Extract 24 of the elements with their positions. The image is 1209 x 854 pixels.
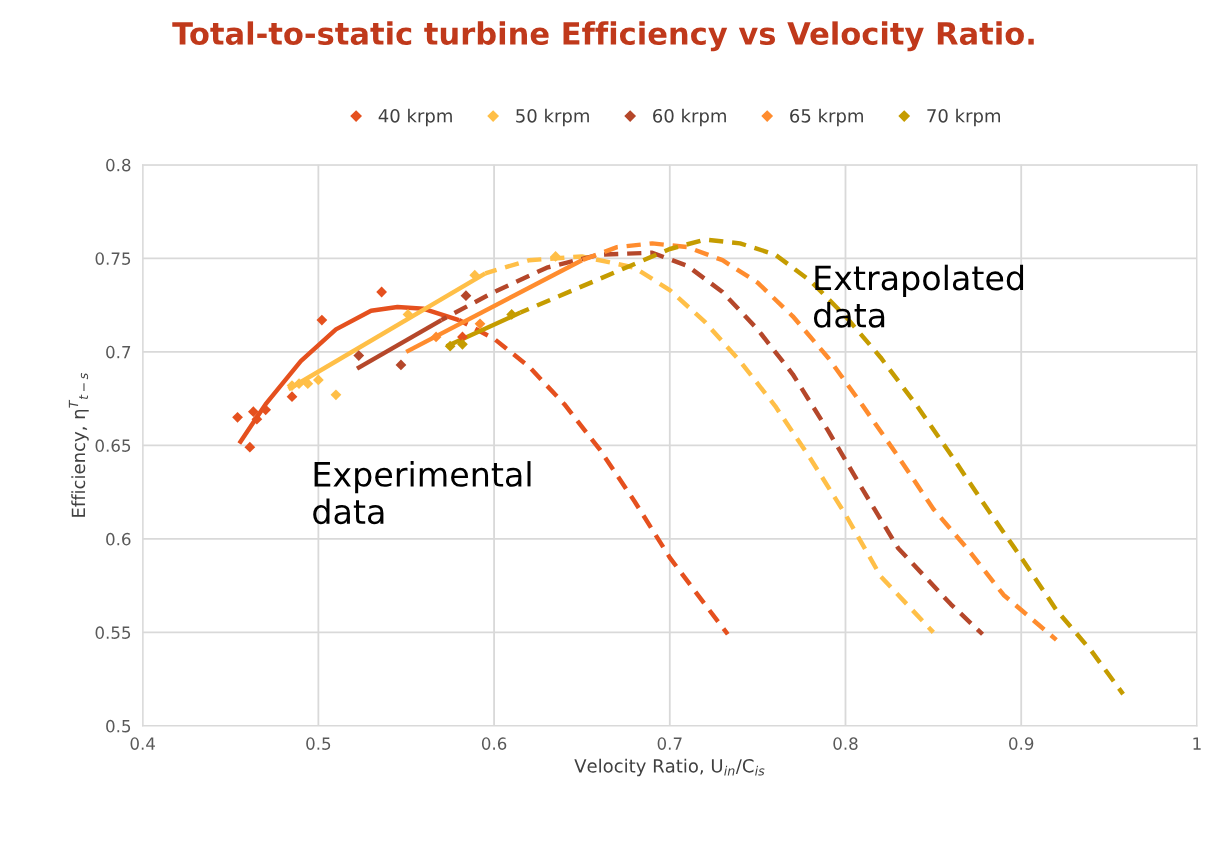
y-tick-label: 0.6 xyxy=(106,532,131,546)
y-tick-label: 0.75 xyxy=(95,252,131,265)
y-tick-label: 0.5 xyxy=(106,719,131,733)
legend-label: 65 krpm xyxy=(790,108,863,127)
legend-label: 70 krpm xyxy=(927,108,1000,127)
legend-label: 60 krpm xyxy=(653,108,726,127)
y-tick-label: 0.8 xyxy=(106,158,131,172)
y-tick-label: 0.7 xyxy=(106,345,131,359)
x-tick-label: 0.9 xyxy=(1009,737,1034,750)
x-tick-label: 1 xyxy=(1193,737,1201,750)
x-axis-title: Velocity Ratio, U$_{in}$/C$_{is}$ xyxy=(574,758,765,777)
x-tick-label: 0.6 xyxy=(481,737,507,750)
y-tick-label: 0.65 xyxy=(95,439,131,452)
x-tick-label: 0.4 xyxy=(130,737,155,750)
legend-label: 40 krpm xyxy=(378,108,452,127)
x-tick-label: 0.5 xyxy=(306,737,331,750)
annotation: Extrapolated data xyxy=(813,264,1024,328)
y-axis-title: Efficiency, η$^{T}$$_{t−s}$ xyxy=(68,373,89,517)
x-tick-label: 0.8 xyxy=(833,737,858,750)
x-tick-label: 0.7 xyxy=(657,737,682,750)
y-tick-label: 0.55 xyxy=(95,626,131,639)
chart-title: Total-to-static turbine Efficiency vs Velocity Ratio. xyxy=(172,21,1034,52)
annotation: Experimental data xyxy=(313,461,531,525)
legend-label: 50 krpm xyxy=(516,108,589,127)
